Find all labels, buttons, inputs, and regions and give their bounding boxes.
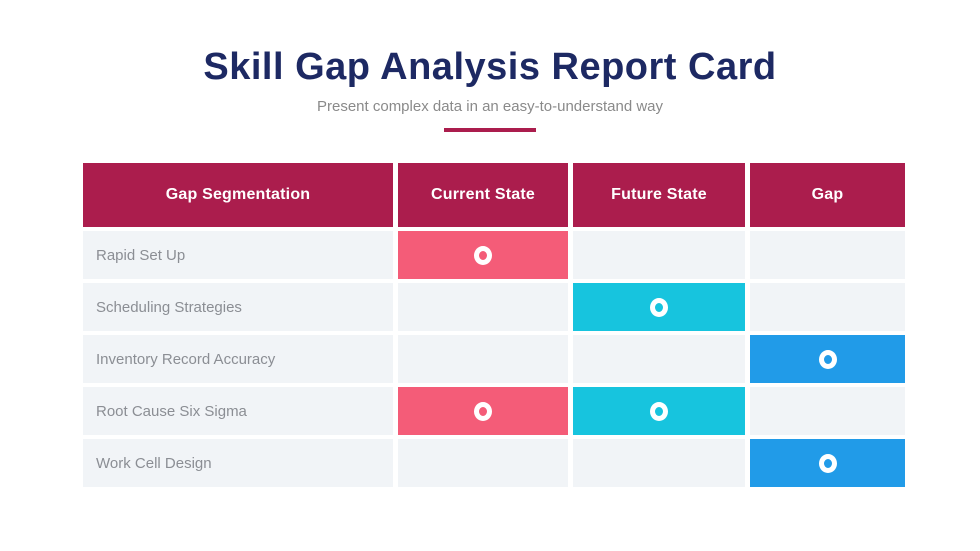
page-subtitle: Present complex data in an easy-to-under… (316, 98, 664, 115)
ring-icon (818, 349, 837, 369)
column-header-current-state: Current State (398, 163, 568, 227)
ring-icon (818, 453, 837, 473)
table-cell-current_state (398, 439, 568, 487)
table-cell-current_state (398, 335, 568, 383)
table-cell-gap (750, 335, 905, 383)
ring-icon (650, 297, 668, 317)
table-cell-gap (750, 387, 905, 435)
page-title: Skill Gap Analysis Report Card (203, 46, 777, 88)
table-cell-future_state (573, 335, 745, 383)
table-cell-gap (750, 439, 905, 487)
column-header-gap-segmentation: Gap Segmentation (83, 163, 393, 227)
table-cell-current_state (398, 231, 568, 279)
table-cell-gap (750, 231, 905, 279)
row-label: Inventory Record Accuracy (83, 335, 393, 383)
ring-icon (650, 401, 668, 421)
column-header-gap: Gap (750, 163, 905, 227)
table-cell-current_state (398, 387, 568, 435)
row-label: Work Cell Design (83, 439, 393, 487)
table-cell-gap (750, 283, 905, 331)
column-header-future-state: Future State (573, 163, 745, 227)
table-cell-future_state (573, 387, 745, 435)
table-cell-current_state (398, 283, 568, 331)
table-cell-future_state (573, 283, 745, 331)
table-cell-future_state (573, 439, 745, 487)
row-label: Root Cause Six Sigma (83, 387, 393, 435)
row-label: Rapid Set Up (83, 231, 393, 279)
skill-gap-table: Gap Segmentation Current State Future St… (83, 163, 905, 487)
title-divider (444, 128, 536, 132)
ring-icon (474, 401, 492, 421)
ring-icon (474, 245, 492, 265)
table-cell-future_state (573, 231, 745, 279)
row-label: Scheduling Strategies (83, 283, 393, 331)
